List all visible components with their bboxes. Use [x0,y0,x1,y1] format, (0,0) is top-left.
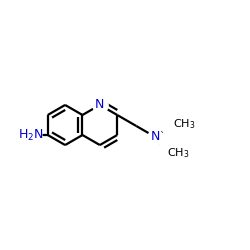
Text: CH$_3$: CH$_3$ [167,147,189,160]
Text: N: N [95,98,104,112]
Text: CH$_3$: CH$_3$ [173,118,196,132]
Text: H$_2$N: H$_2$N [18,128,44,142]
Text: N: N [150,130,160,143]
